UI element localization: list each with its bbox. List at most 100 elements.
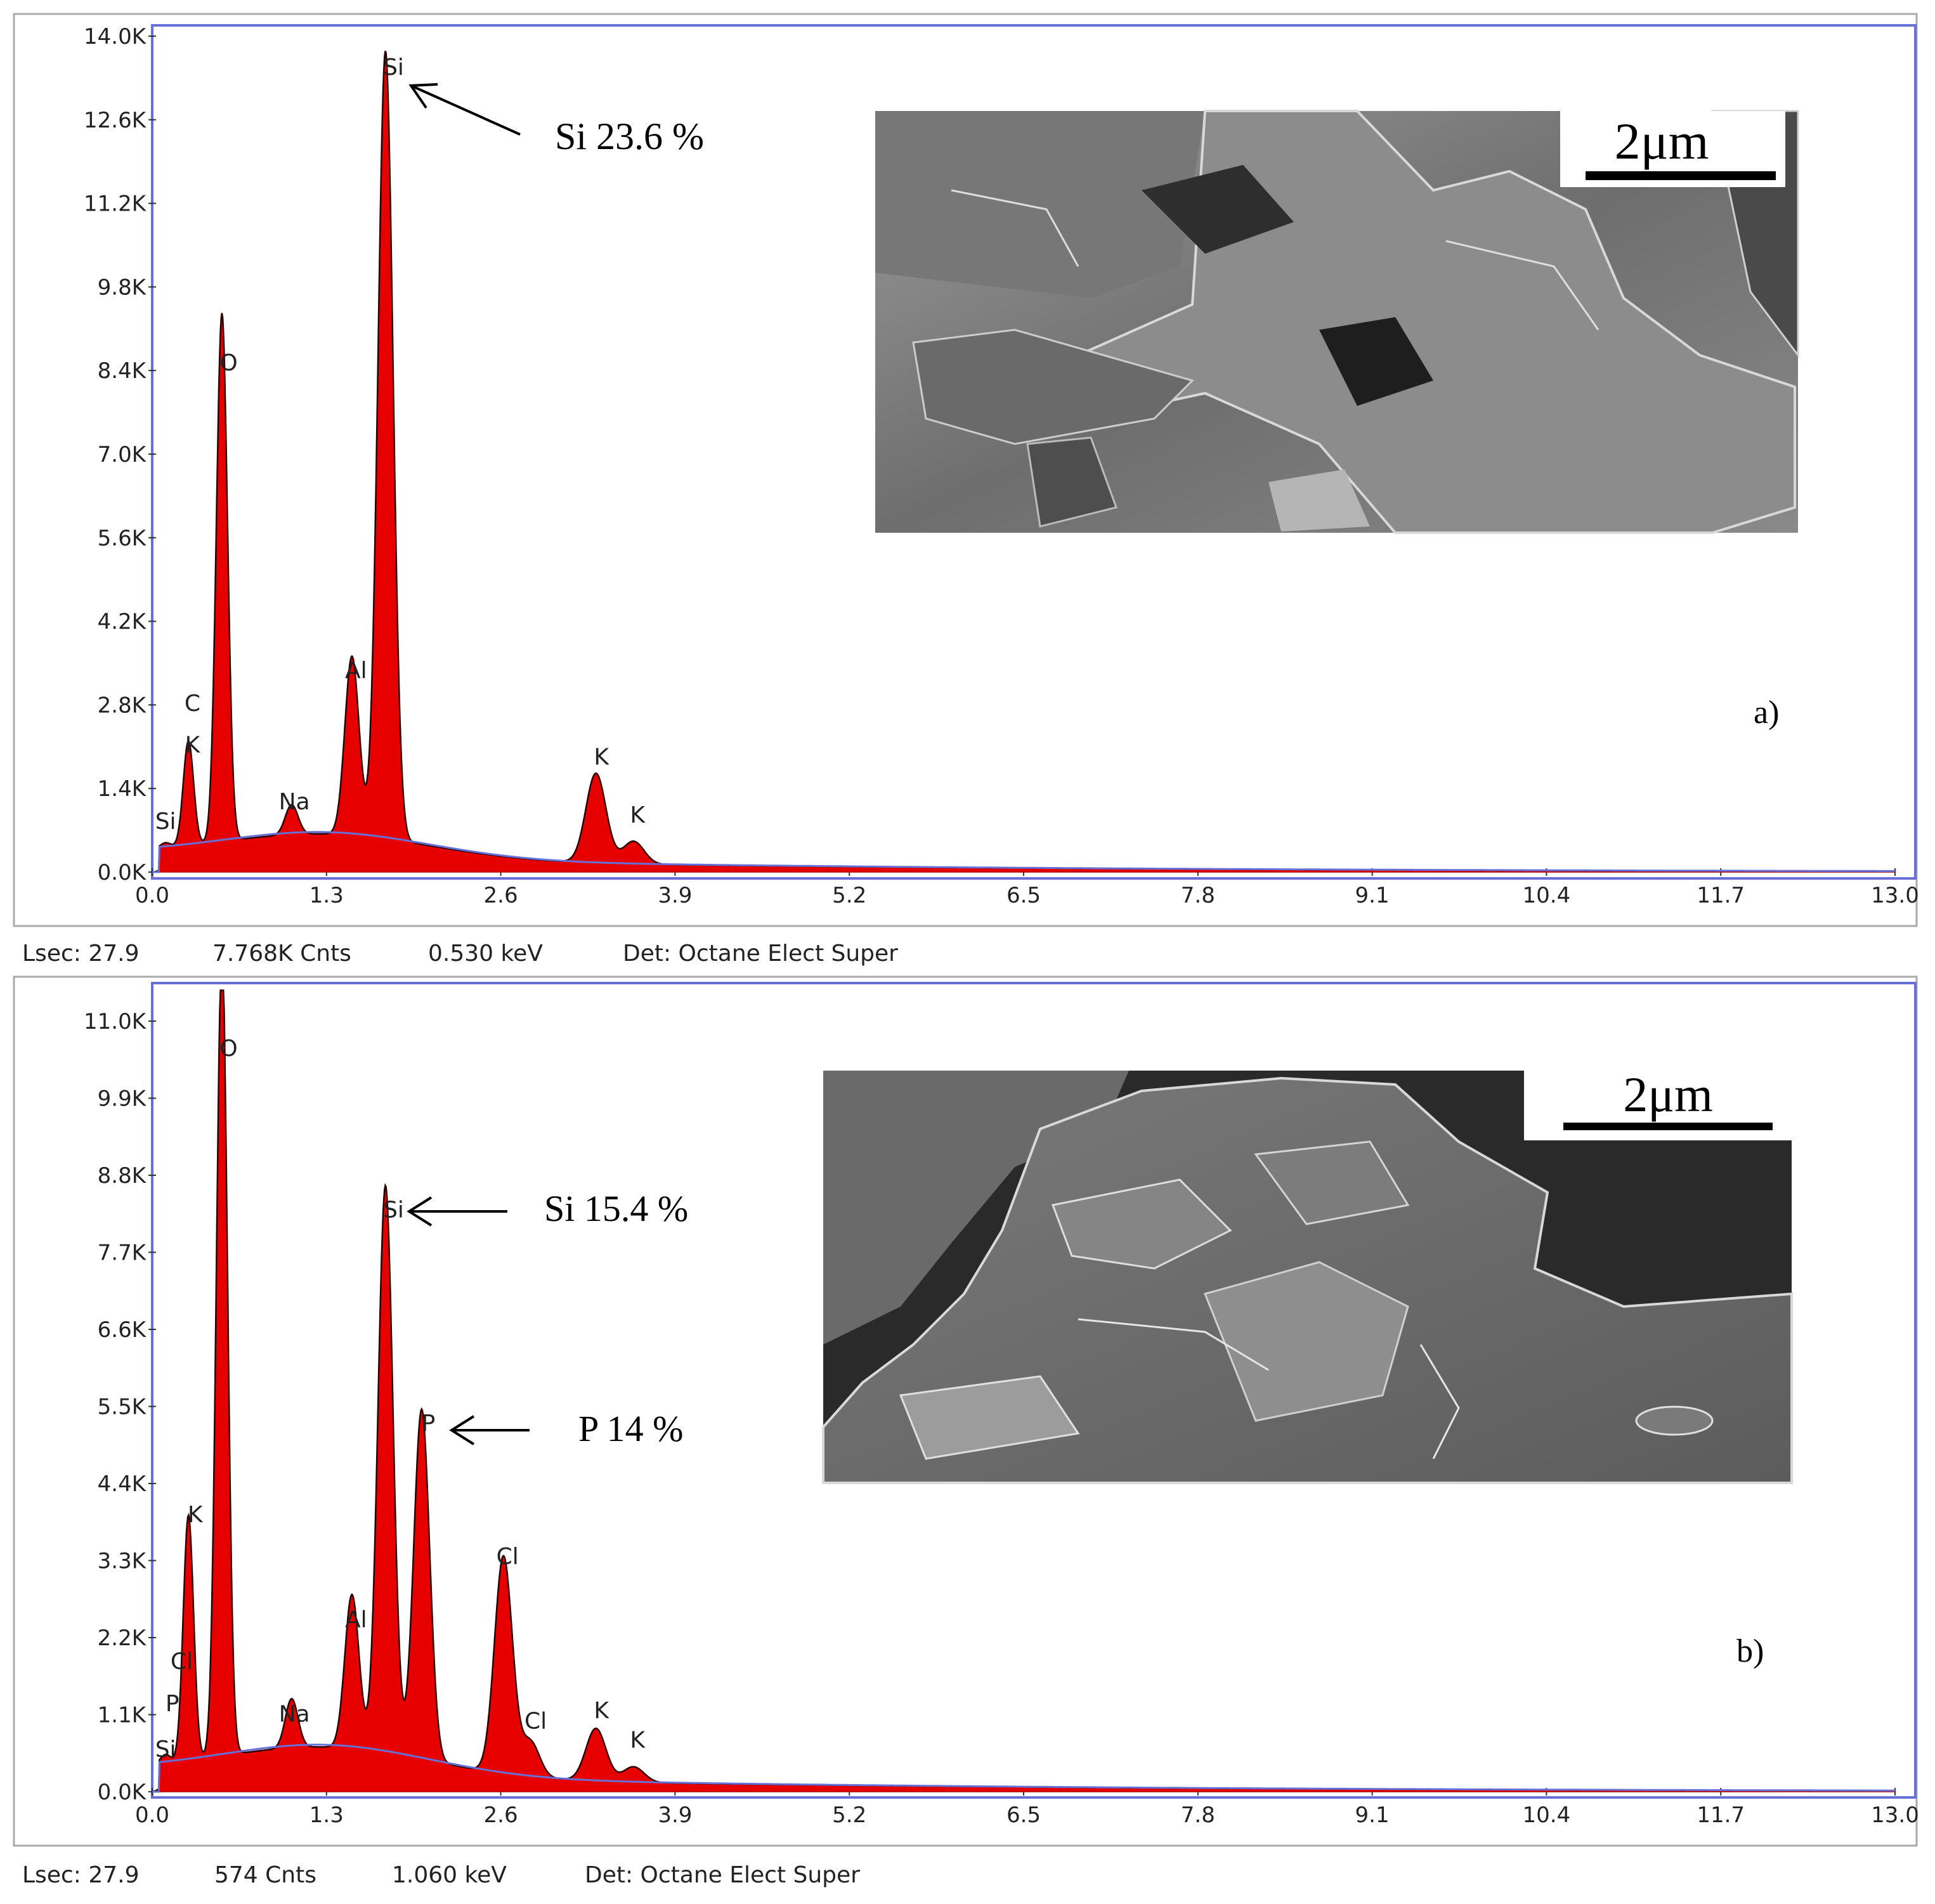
panel-b-peak-label: P <box>422 1411 436 1437</box>
panel-b-sem-image: 2μm <box>822 1067 1793 1484</box>
panel-a-status-counts: 7.768K Cnts <box>212 941 351 967</box>
panel-a-peak-label: Na <box>279 789 310 815</box>
panel-a-callout-arrow <box>410 84 521 136</box>
panel-b-y-tick-label: 5.5K <box>98 1395 147 1420</box>
panel-a-y-tick-label: 7.0K <box>98 442 147 467</box>
panel-b-x-tick-label: 9.1 <box>1355 1803 1390 1828</box>
panel-b-x-tick-label: 6.5 <box>1007 1803 1041 1828</box>
panel-b-x-tick-label: 0.0 <box>135 1803 169 1828</box>
panel-b-scale-bar <box>1563 1123 1773 1130</box>
panel-b-x-tick-label: 1.3 <box>309 1803 344 1828</box>
panel-b-y-tick-label: 9.9K <box>98 1086 147 1112</box>
panel-a-panel-label: a) <box>1754 694 1779 731</box>
panel-b-y-axis: 0.0K 1.1K 2.2K 3.3K 4.4K 5.5K 6.6K 7.7K 8.8K 9.9K… <box>84 1009 156 1805</box>
panel-b-callout2-text: P 14 % <box>578 1408 683 1449</box>
panel-b-peak-label: Al <box>345 1607 367 1633</box>
panel-a-y-tick-label: 11.2K <box>84 192 147 217</box>
panel-a-scale-bar <box>1586 171 1776 180</box>
panel-a-y-tick-label: 8.4K <box>98 358 147 384</box>
panel-b-peak-label: Na <box>279 1702 310 1728</box>
panel-b-x-tick-label: 7.8 <box>1181 1803 1215 1828</box>
panel-a-x-tick-label: 1.3 <box>309 883 344 908</box>
panel-b-y-tick-label: 4.4K <box>98 1471 147 1497</box>
panel-a-y-tick-label: 5.6K <box>98 526 147 551</box>
panel-a-y-tick-label: 12.6K <box>84 108 147 133</box>
panel-a-x-tick-label: 10.4 <box>1523 883 1571 908</box>
panel-a-callout-text: Si 23.6 % <box>555 115 704 157</box>
panel-a-status-lsec: Lsec: 27.9 <box>22 941 139 967</box>
panel-a: 0.0K1.4K2.8K4.2K5.6K7.0K8.4K9.8K11.2K12.… <box>13 13 1919 967</box>
panel-a-y-tick-label: 9.8K <box>98 275 147 300</box>
panel-a-x-tick-label: 7.8 <box>1181 883 1215 908</box>
panel-b-peak-label: Cl <box>524 1709 547 1735</box>
panel-a-peak-label: O <box>219 350 237 376</box>
panel-a-y-axis: 0.0K 1.4K 2.8K 4.2K 5.6K 7.0K 8.4K 9.8K 11.2K 12.… <box>84 24 156 885</box>
panel-b-status-detector: Det: Octane Elect Super <box>585 1862 860 1888</box>
panel-a-x-tick-label: 3.9 <box>658 883 692 908</box>
panel-b-x-tick-label: 5.2 <box>832 1803 866 1828</box>
panel-a-status-bar: Lsec: 27.9 7.768K Cnts 0.530 keV Det: Oc… <box>22 941 898 967</box>
panel-b-peak-label: Si <box>383 1197 404 1223</box>
panel-b-peak-label: Si <box>155 1737 176 1763</box>
panel-b-y-tick-label: 6.6K <box>98 1317 147 1343</box>
panel-b-y-tick-label: 1.1K <box>98 1703 147 1728</box>
panel-a-y-tick-label: 1.4K <box>98 776 147 802</box>
panel-a-x-axis: 0.0 1.3 2.6 3.9 5.2 6.5 7.8 9.1 10.4 11.7 13.0 <box>135 868 1919 908</box>
panel-b-peak-label: K <box>188 1502 204 1528</box>
panel-b-y-tick-label: 11.0K <box>84 1009 147 1034</box>
panel-b: 0.0K1.1K2.2K3.3K4.4K5.5K6.6K7.7K8.8K9.9K… <box>13 975 1919 1888</box>
panel-b-peak-label: Cl <box>497 1544 519 1570</box>
panel-b-peak-label: K <box>594 1698 609 1724</box>
panel-a-sem-image: 2μm <box>875 110 1799 534</box>
panel-b-peak-label: K <box>630 1727 646 1753</box>
panel-b-callout2-arrowhead <box>449 1415 475 1445</box>
panel-a-peak-label: Al <box>345 658 367 684</box>
panel-b-status-lsec: Lsec: 27.9 <box>22 1862 139 1888</box>
panel-b-callout-text: Si 15.4 % <box>544 1188 688 1229</box>
panel-b-y-tick-label: 2.2K <box>98 1626 147 1651</box>
panel-a-y-tick-label: 4.2K <box>98 610 147 635</box>
panel-b-status-energy: 1.060 keV <box>392 1862 507 1888</box>
panel-b-y-tick-label: 0.0K <box>98 1780 147 1805</box>
panel-b-status-counts: 574 Cnts <box>214 1862 316 1888</box>
panel-a-peak-label: Si <box>155 809 176 835</box>
panel-b-x-tick-label: 2.6 <box>484 1803 518 1828</box>
panel-a-y-tick-label: 14.0K <box>84 24 147 49</box>
panel-a-peak-label: K <box>594 745 609 771</box>
panel-b-x-tick-label: 13.0 <box>1871 1803 1919 1828</box>
panel-b-peak-label: O <box>219 1036 237 1062</box>
panel-a-y-tick-label: 0.0K <box>98 860 147 885</box>
panel-b-panel-label: b) <box>1736 1633 1764 1669</box>
panel-a-x-tick-label: 2.6 <box>484 883 518 908</box>
panel-b-peak-label: P <box>166 1691 179 1717</box>
panel-a-status-energy: 0.530 keV <box>428 941 543 967</box>
panel-a-x-tick-label: 6.5 <box>1007 883 1041 908</box>
panel-a-x-tick-label: 0.0 <box>135 883 169 908</box>
panel-a-y-tick-label: 2.8K <box>98 693 147 718</box>
panel-b-x-tick-label: 10.4 <box>1523 1803 1571 1828</box>
panel-b-x-tick-label: 11.7 <box>1697 1803 1745 1828</box>
panel-a-scale-bar-label: 2μm <box>1615 112 1709 170</box>
panel-b-peak-label: Cl <box>171 1649 193 1675</box>
panel-a-x-tick-label: 11.7 <box>1697 883 1745 908</box>
panel-a-background-fit <box>152 831 1895 873</box>
panel-a-x-tick-label: 9.1 <box>1355 883 1390 908</box>
panel-a-peak-label: C <box>185 691 200 717</box>
panel-a-spectrum <box>152 50 1896 873</box>
panel-b-y-tick-label: 3.3K <box>98 1549 147 1574</box>
panel-b-background-fit <box>152 1744 1895 1793</box>
panel-b-y-tick-label: 7.7K <box>98 1241 147 1266</box>
panel-a-x-tick-label: 13.0 <box>1871 883 1919 908</box>
panel-b-callout-arrowhead <box>407 1196 433 1227</box>
panel-b-spectrum <box>152 989 1896 1793</box>
panel-a-peak-label: Si <box>383 55 404 81</box>
panel-a-peak-label: K <box>185 733 201 759</box>
panel-b-status-bar: Lsec: 27.9 574 Cnts 1.060 keV Det: Octan… <box>22 1862 860 1888</box>
panel-a-x-tick-label: 5.2 <box>832 883 866 908</box>
panel-b-y-tick-label: 8.8K <box>98 1163 147 1189</box>
panel-b-scale-bar-label: 2μm <box>1623 1067 1713 1122</box>
panel-a-callout-arrowhead <box>408 83 438 109</box>
